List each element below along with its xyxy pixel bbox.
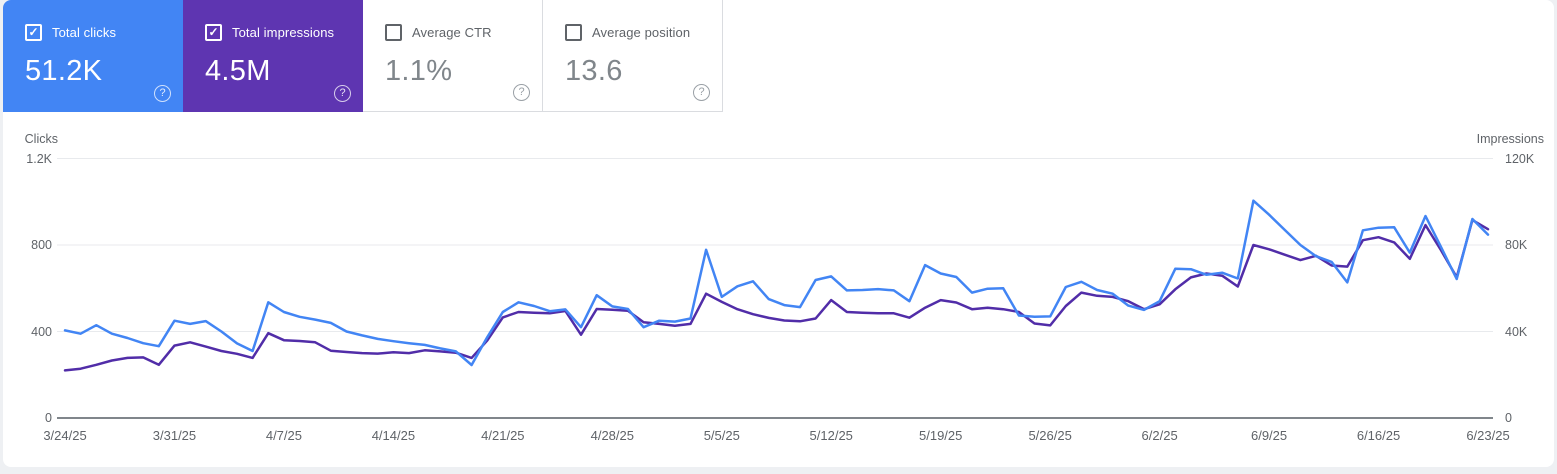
metric-value: 51.2K [25,55,103,87]
card-header: ✓ Total impressions [205,24,363,41]
card-header: Average position [565,24,722,41]
help-icon[interactable]: ? [154,85,171,102]
metric-card-average-position[interactable]: Average position 13.6 ? [543,0,723,112]
checkmark-icon: ✓ [28,25,39,39]
performance-chart-svg[interactable] [3,112,1554,460]
card-header: ✓ Total clicks [25,24,183,41]
metric-card-average-ctr[interactable]: Average CTR 1.1% ? [363,0,543,112]
help-icon[interactable]: ? [513,84,530,101]
metric-label: Total clicks [52,25,117,40]
metric-value: 1.1% [385,55,453,87]
metric-value: 13.6 [565,55,623,87]
impressions-line [63,218,1490,372]
performance-panel: ✓ Total clicks 51.2K ? ✓ Total impressio… [3,0,1554,467]
help-icon[interactable]: ? [693,84,710,101]
help-icon[interactable]: ? [334,85,351,102]
metric-label: Total impressions [232,25,335,40]
average-position-checkbox[interactable] [565,24,582,41]
metric-label: Average CTR [412,25,492,40]
clicks-line [63,199,1490,367]
metric-card-total-impressions[interactable]: ✓ Total impressions 4.5M ? [183,0,363,112]
metric-cards: ✓ Total clicks 51.2K ? ✓ Total impressio… [3,0,723,112]
total-clicks-checkbox[interactable]: ✓ [25,24,42,41]
checkmark-icon: ✓ [208,25,219,39]
card-header: Average CTR [385,24,542,41]
metric-card-total-clicks[interactable]: ✓ Total clicks 51.2K ? [3,0,183,112]
metric-label: Average position [592,25,691,40]
average-ctr-checkbox[interactable] [385,24,402,41]
total-impressions-checkbox[interactable]: ✓ [205,24,222,41]
metric-value: 4.5M [205,55,271,87]
